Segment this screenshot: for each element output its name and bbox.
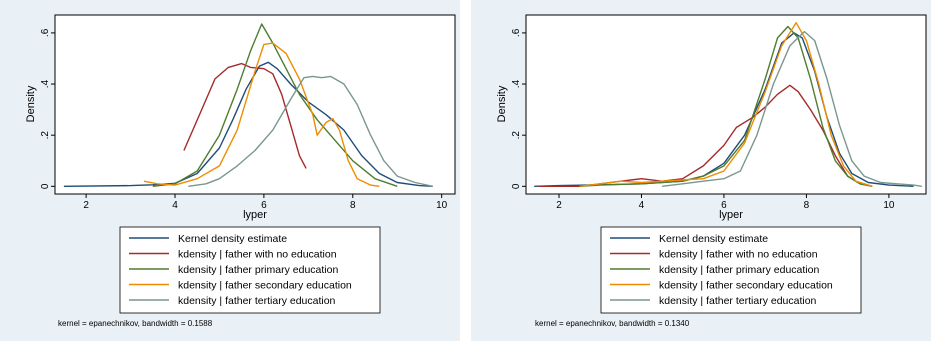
chart-left-xtick-label: 2 xyxy=(83,200,89,211)
chart-right-xtick-label: 8 xyxy=(804,200,810,211)
chart-right-legend-label: kdensity | father with no education xyxy=(659,249,818,261)
chart-right-legend: Kernel density estimate kdensity | father… xyxy=(610,233,833,307)
chart-left-ylabel: Density xyxy=(25,85,37,122)
chart-left-legend: Kernel density estimate kdensity | father… xyxy=(129,233,352,307)
chart-left-series xyxy=(63,23,433,187)
chart-left-ytick-label: .6 xyxy=(40,28,51,37)
chart-left-ytick-label: 0 xyxy=(40,183,51,189)
chart-right-legend-label: kdensity | father tertiary education xyxy=(659,295,817,307)
chart-right-ytick-label: .2 xyxy=(511,131,522,140)
chart-left-xtick-label: 4 xyxy=(172,200,178,211)
chart-right-xtick-label: 2 xyxy=(556,200,562,211)
chart-left-ytick-label: .4 xyxy=(40,79,51,88)
chart-right-series xyxy=(534,22,923,187)
chart-right-xlabel: lyper xyxy=(719,209,743,221)
chart-right-ytick-label: .4 xyxy=(511,79,522,88)
chart-left-xtick-label: 8 xyxy=(350,200,356,211)
chart-left-legend-label: kdensity | father primary education xyxy=(178,264,338,276)
chart-left-ytick-label: .2 xyxy=(40,131,51,140)
chart-left-note: kernel = epanechnikov, bandwidth = 0.158… xyxy=(58,319,213,328)
chart-left-xlabel: lyper xyxy=(243,209,267,221)
chart-left-series-3-line xyxy=(143,42,380,187)
chart-left: 2 4 6 8 10 0 .2 .4 .6 lyper Density Kernel densi… xyxy=(0,0,460,341)
chart-right-legend-label: Kernel density estimate xyxy=(659,233,768,245)
chart-right-legend-label: kdensity | father primary education xyxy=(659,264,819,276)
chart-right-legend-label: kdensity | father secondary education xyxy=(659,280,833,292)
chart-right-axes: 2 4 6 8 10 0 .2 .4 .6 xyxy=(511,28,895,211)
chart-left-legend-box xyxy=(119,226,381,314)
chart-left-xtick-label: 10 xyxy=(436,200,448,211)
chart-right-svg: 2 4 6 8 10 0 .2 .4 .6 lyper Density Kernel densi… xyxy=(471,0,931,341)
chart-left-legend-label: kdensity | father secondary education xyxy=(178,280,352,292)
chart-right-legend-box xyxy=(600,226,862,314)
chart-left-series-4-line xyxy=(188,75,433,187)
chart-right: 2 4 6 8 10 0 .2 .4 .6 lyper Density Kernel densi… xyxy=(471,0,931,341)
chart-right-xtick-label: 10 xyxy=(883,200,895,211)
chart-left-legend-label: kdensity | father with no education xyxy=(178,249,337,261)
chart-left-legend-label: Kernel density estimate xyxy=(178,233,287,245)
chart-right-series-3-line xyxy=(579,22,873,187)
chart-left-legend-label: kdensity | father tertiary education xyxy=(178,295,336,307)
chart-right-ytick-label: .6 xyxy=(511,28,522,37)
chart-left-axes: 2 4 6 8 10 0 .2 .4 .6 xyxy=(40,28,448,211)
chart-right-xtick-label: 6 xyxy=(721,200,727,211)
chart-left-svg: 2 4 6 8 10 0 .2 .4 .6 lyper Density Kernel densi… xyxy=(0,0,460,341)
chart-right-series-4-line xyxy=(662,30,923,187)
chart-left-series-1-line xyxy=(183,62,307,169)
chart-left-plot-area xyxy=(54,14,456,195)
chart-right-ytick-label: 0 xyxy=(511,183,522,189)
chart-right-note: kernel = epanechnikov, bandwidth = 0.134… xyxy=(535,319,690,328)
chart-left-xtick-label: 6 xyxy=(261,200,267,211)
chart-right-series-2-line xyxy=(579,25,873,187)
chart-right-xtick-label: 4 xyxy=(639,200,645,211)
chart-right-ylabel: Density xyxy=(496,85,508,122)
